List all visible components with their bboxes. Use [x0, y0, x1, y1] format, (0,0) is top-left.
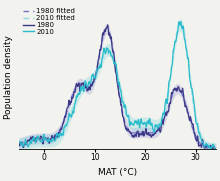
- X-axis label: MAT (°C): MAT (°C): [98, 168, 137, 177]
- 2010: [214, 148, 217, 150]
- 2010 fitted: [143, 122, 146, 124]
- 2010 fitted: [132, 123, 134, 125]
- 2010 fitted: [17, 143, 20, 146]
- 1980 fitted: [29, 138, 32, 141]
- 1980 fitted: [137, 131, 140, 133]
- 2010 fitted: [167, 90, 170, 92]
- Line: 1980 fitted: 1980 fitted: [19, 29, 216, 149]
- Line: 1980: 1980: [19, 25, 216, 149]
- Line: 2010: 2010: [19, 22, 216, 149]
- Legend: 1980 fitted, 2010 fitted, 1980, 2010: 1980 fitted, 2010 fitted, 1980, 2010: [22, 8, 76, 35]
- 1980 fitted: [105, 28, 108, 30]
- 1980: [214, 148, 217, 150]
- 2010 fitted: [187, 66, 190, 68]
- 1980 fitted: [187, 114, 190, 116]
- 1980: [211, 148, 214, 150]
- 1980: [29, 136, 32, 138]
- 2010 fitted: [137, 123, 140, 125]
- 2010 fitted: [214, 148, 217, 150]
- 1980: [137, 135, 140, 137]
- 1980 fitted: [214, 148, 217, 150]
- 1980 fitted: [132, 132, 135, 134]
- 1980: [106, 24, 109, 26]
- 2010: [137, 119, 140, 121]
- 1980: [17, 142, 20, 144]
- Y-axis label: Population density: Population density: [4, 35, 13, 119]
- 1980: [143, 132, 146, 134]
- 2010: [143, 121, 146, 123]
- Line: 2010 fitted: 2010 fitted: [19, 25, 216, 149]
- 1980: [132, 135, 135, 137]
- 2010 fitted: [179, 24, 182, 26]
- 1980 fitted: [143, 131, 146, 133]
- 2010: [167, 90, 170, 93]
- 2010: [17, 142, 20, 144]
- 2010: [180, 21, 182, 23]
- 1980 fitted: [17, 142, 20, 144]
- 2010: [132, 124, 134, 126]
- 1980 fitted: [167, 106, 170, 108]
- 2010 fitted: [29, 140, 32, 142]
- 1980: [187, 115, 190, 118]
- 2010: [187, 61, 190, 63]
- 1980: [167, 111, 170, 113]
- 2010: [29, 141, 32, 143]
